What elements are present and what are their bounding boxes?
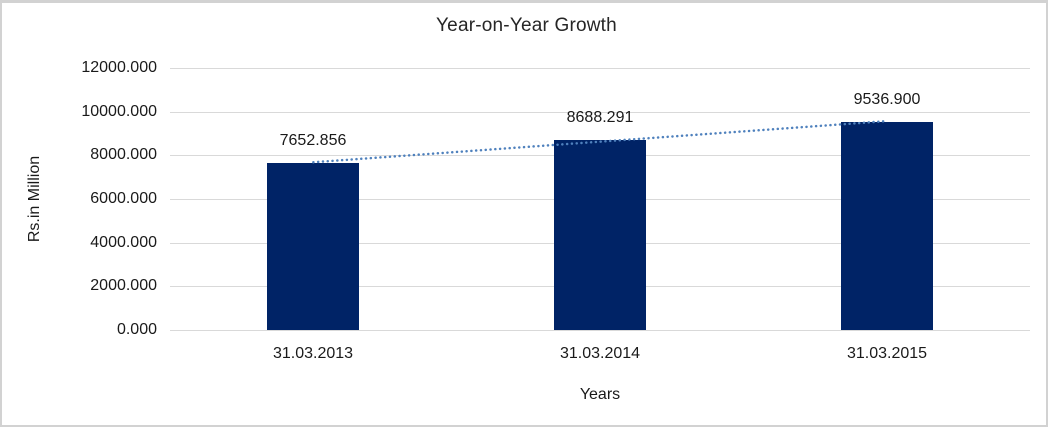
chart-title: Year-on-Year Growth xyxy=(436,15,617,36)
x-tick-label: 31.03.2015 xyxy=(846,345,928,362)
bar xyxy=(841,122,933,330)
x-axis-title: Years xyxy=(579,386,621,403)
y-tick-label: 0.000 xyxy=(116,321,157,338)
y-gridline xyxy=(170,68,1030,69)
y-tick-label: 4000.000 xyxy=(90,234,157,251)
y-tick-label: 8000.000 xyxy=(90,146,157,163)
x-tick-label: 31.03.2013 xyxy=(272,345,354,362)
y-tick-label: 2000.000 xyxy=(90,277,157,294)
x-axis-line xyxy=(170,330,1030,331)
x-tick-label: 31.03.2014 xyxy=(559,345,641,362)
y-gridline xyxy=(170,112,1030,113)
y-tick-label: 12000.000 xyxy=(81,59,157,76)
bar xyxy=(267,163,359,330)
y-tick-label: 6000.000 xyxy=(90,190,157,207)
bar-data-label: 7652.856 xyxy=(279,132,347,149)
bar-data-label: 8688.291 xyxy=(566,109,634,126)
y-tick-label: 10000.000 xyxy=(81,103,157,120)
bar-data-label: 9536.900 xyxy=(853,91,921,108)
bar xyxy=(554,140,646,330)
